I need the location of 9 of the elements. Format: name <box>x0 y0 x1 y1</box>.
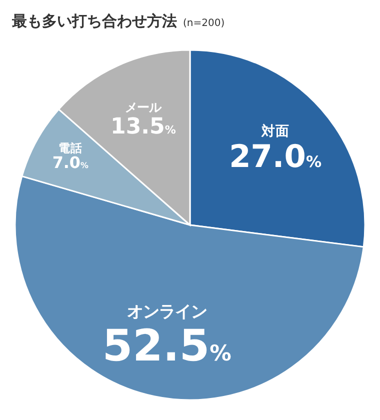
slice-label: 対面 <box>260 122 290 140</box>
slice-label: オンライン <box>126 302 207 321</box>
chart-subtitle: (n=200) <box>183 18 225 29</box>
data-label: 52.5% <box>102 321 232 372</box>
slice-label: 電話 <box>58 141 82 156</box>
chart-title: 最も多い打ち合わせ方法 <box>11 12 177 30</box>
data-label: 27.0% <box>229 138 322 175</box>
slice-label: メール <box>125 100 162 114</box>
data-label: 13.5% <box>110 114 176 140</box>
